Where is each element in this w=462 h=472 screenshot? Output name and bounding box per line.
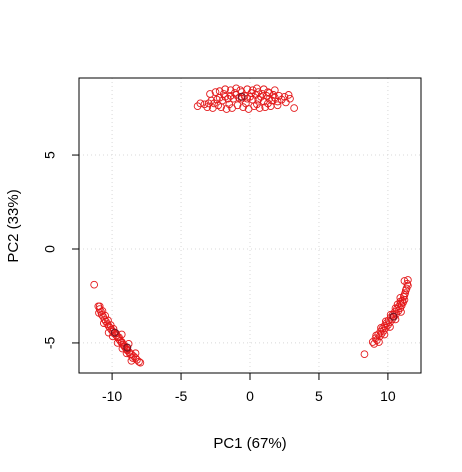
scatter-point (400, 277, 409, 285)
scatter-point (400, 291, 409, 299)
highlighted-point (110, 328, 119, 337)
scatter-point (268, 96, 276, 105)
scatter-point (196, 99, 205, 108)
scatter-point (222, 105, 231, 113)
y-tick-label: -5 (42, 337, 58, 350)
scatter-point (104, 316, 112, 325)
scatter-point (109, 324, 118, 333)
scatter-point (273, 97, 282, 106)
scatter-point (286, 94, 294, 103)
scatter-point (115, 333, 123, 342)
scatter-point (247, 89, 256, 97)
scatter-point (381, 317, 390, 326)
scatter-point (136, 358, 145, 367)
scatter-point (360, 350, 369, 359)
scatter-point (101, 311, 110, 320)
scatter-point (290, 104, 298, 112)
scatter-point (280, 92, 289, 101)
scatter-point (226, 86, 235, 95)
x-tick-label: 5 (315, 388, 323, 404)
highlighted-point (123, 343, 132, 352)
scatter-point (270, 86, 279, 95)
scatter-point (284, 91, 293, 99)
highlighted-point (389, 312, 398, 321)
axes: -10 -5 0 5 10 -5 0 5 (42, 151, 396, 404)
scatter-point (99, 319, 108, 328)
scatter-point (253, 100, 261, 109)
data-points (90, 84, 412, 367)
scatter-point (124, 340, 133, 348)
scatter-point (233, 101, 242, 110)
scatter-point (396, 297, 405, 306)
scatter-point (211, 88, 220, 96)
scatter-point (100, 315, 109, 324)
scatter-point (200, 100, 209, 109)
scatter-point (377, 324, 385, 332)
scatter-point (396, 293, 405, 302)
scatter-point (215, 87, 224, 96)
y-tick-label: 5 (42, 151, 58, 159)
scatter-point (95, 309, 103, 317)
scatter-point (393, 300, 402, 309)
scatter-point (204, 99, 213, 108)
highlighted-point (237, 92, 246, 101)
x-axis-title: PC1 (67%) (213, 435, 286, 452)
scatter-point (372, 331, 381, 340)
scatter-point (264, 99, 272, 108)
scatter-point (224, 94, 232, 103)
scatter-point (127, 356, 136, 365)
scatter-point (118, 344, 127, 353)
x-tick-label: 10 (380, 388, 396, 404)
scatter-point (380, 330, 389, 339)
scatter-point (400, 295, 409, 304)
scatter-point (236, 86, 245, 95)
scatter-point (232, 84, 241, 93)
scatter-point (246, 92, 254, 101)
scatter-point (275, 92, 283, 100)
scatter-point (397, 308, 405, 316)
scatter-point (404, 276, 412, 284)
scatter-point (273, 101, 282, 110)
scatter-point (253, 84, 261, 93)
scatter-point (203, 103, 212, 111)
scatter-point (131, 349, 140, 358)
scatter-point (219, 90, 228, 98)
scatter-point (206, 90, 214, 98)
scatter-point (214, 101, 223, 110)
scatter-point (242, 99, 250, 108)
scatter-point (122, 349, 131, 358)
scatter-point (391, 304, 400, 313)
scatter-point (135, 357, 143, 366)
x-tick-label: -10 (102, 388, 122, 404)
scatter-point (269, 91, 278, 99)
x-tick-label: 0 (246, 388, 254, 404)
y-tick-label: 0 (42, 245, 58, 253)
scatter-point (90, 280, 99, 289)
scatter-point (221, 85, 230, 94)
scatter-point (386, 323, 394, 331)
scatter-point (226, 92, 235, 100)
scatter-point (193, 102, 202, 111)
scatter-point (113, 339, 122, 347)
x-tick-label: -5 (175, 388, 188, 404)
scatter-point (254, 95, 263, 104)
scatter-point (375, 338, 383, 346)
scatter-point (258, 90, 267, 98)
scatter-point (401, 286, 410, 295)
y-axis-title: PC2 (33%) (5, 189, 22, 262)
gridlines (79, 78, 421, 373)
scatter-point (225, 100, 234, 109)
